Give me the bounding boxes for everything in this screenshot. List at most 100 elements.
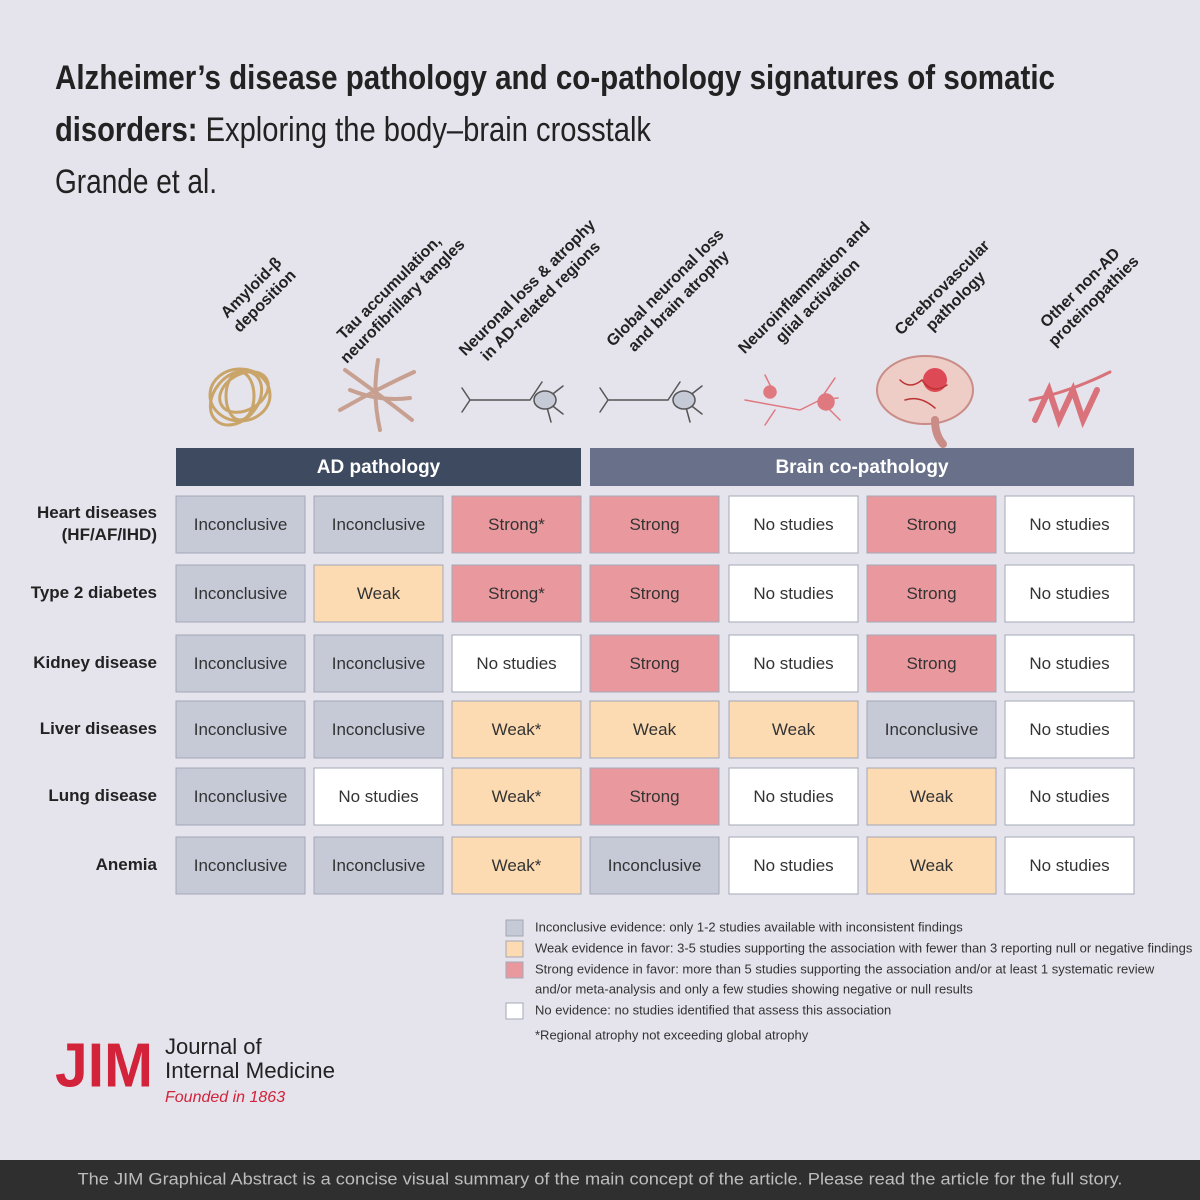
cell-text: Strong [906,584,956,603]
cell [728,767,859,826]
legend-text: No evidence: no studies identified that … [535,1002,891,1017]
cell-text: No studies [1029,787,1109,806]
title-bold: disorders: [55,111,197,149]
cell-text: Strong [629,787,679,806]
row-label: Liver diseases [40,719,157,738]
cell [589,495,720,554]
cell-text: No studies [338,787,418,806]
cell-text: Inconclusive [194,856,288,875]
cell [589,700,720,759]
cell-text: Inconclusive [332,720,426,739]
row-label: Type 2 diabetes [31,583,157,602]
cell-text: Weak* [492,787,542,806]
legend-text: Inconclusive evidence: only 1-2 studies … [535,919,963,934]
cell-text: Weak* [492,856,542,875]
cell-text: Strong [906,515,956,534]
cell-text: Inconclusive [194,787,288,806]
cell [313,634,444,693]
icon-brain [876,355,974,448]
icon-tau [338,358,416,432]
cell [728,634,859,693]
cell [451,634,582,693]
cell-text: Inconclusive [332,654,426,673]
row-label: (HF/AF/IHD) [62,525,157,544]
cell-text: No studies [753,515,833,534]
cell-text: Inconclusive [194,584,288,603]
cell-text: Strong [906,654,956,673]
legend-text: Weak evidence in favor: 3-5 studies supp… [535,940,1193,955]
title-rest: Exploring the body–brain crosstalk [197,111,651,149]
cell [866,700,997,759]
cell [589,564,720,623]
legend-text: Strong evidence in favor: more than 5 st… [535,961,1155,976]
footer-bar [0,1160,1200,1200]
cell-text: Strong* [488,584,545,603]
cell [313,495,444,554]
cell [1004,700,1135,759]
cell [451,564,582,623]
title-line: Alzheimer’s disease pathology and co-pat… [55,59,1055,97]
cell-text: No studies [1029,720,1109,739]
cell-text: No studies [753,654,833,673]
cell [589,836,720,895]
cell-text: Strong [629,515,679,534]
legend-swatch [505,919,524,937]
cell [175,767,306,826]
cell [313,700,444,759]
group-header [590,448,1134,486]
cell [451,495,582,554]
logo-founded: Founded in 1863 [165,1089,285,1106]
cell-text: Inconclusive [194,720,288,739]
group-header [176,448,581,486]
cell-text: No studies [753,787,833,806]
icon-glia [744,374,841,426]
cell [866,634,997,693]
cell-text: Weak [910,787,954,806]
row-label: Anemia [96,855,158,874]
legend-swatch [505,1002,524,1020]
cell-text: Weak* [492,720,542,739]
cell [175,495,306,554]
cell-text: Weak [633,720,677,739]
cell [175,700,306,759]
legend-swatch [505,940,524,958]
cell [866,767,997,826]
cell-text: No studies [476,654,556,673]
icon-neuron [461,381,703,423]
cell [313,564,444,623]
row-label: Lung disease [48,786,157,805]
cell-text: Strong [629,654,679,673]
logo-name: Journal of [165,1034,263,1059]
legend-swatch [505,961,524,979]
cell-text: No studies [753,584,833,603]
cell-text: No studies [1029,856,1109,875]
cell [1004,836,1135,895]
icon-protein [1028,370,1112,429]
cell [1004,495,1135,554]
cell [728,564,859,623]
icons [208,355,1112,448]
cell-text: Weak [772,720,816,739]
cell-text: Inconclusive [332,515,426,534]
logo-mark: JIM [55,1031,153,1100]
cell [451,836,582,895]
cell [589,634,720,693]
cell-text: No studies [1029,584,1109,603]
legend-text: and/or meta-analysis and only a few stud… [535,981,973,996]
cell-text: Inconclusive [885,720,979,739]
cell-text: Inconclusive [194,515,288,534]
cell [728,700,859,759]
cell [313,836,444,895]
icon-amyloid [208,367,272,427]
cell [866,836,997,895]
cell-text: Weak [910,856,954,875]
cell-text: No studies [753,856,833,875]
cell [175,634,306,693]
cell-text: Weak [357,584,401,603]
cell [175,836,306,895]
cell [589,767,720,826]
cell [451,700,582,759]
cell-text: No studies [1029,515,1109,534]
logo-name: Internal Medicine [165,1058,335,1083]
